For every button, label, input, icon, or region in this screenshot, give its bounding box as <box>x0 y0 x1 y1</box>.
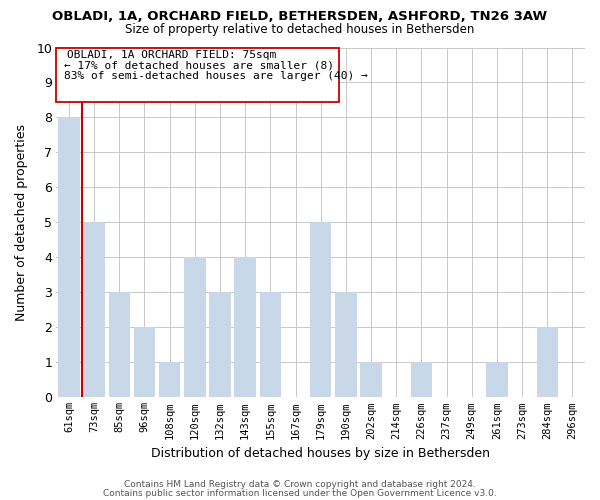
Bar <box>361 362 382 397</box>
Y-axis label: Number of detached properties: Number of detached properties <box>15 124 28 321</box>
Text: 83% of semi-detached houses are larger (40) →: 83% of semi-detached houses are larger (… <box>64 71 368 81</box>
Bar <box>209 292 230 397</box>
Text: OBLADI, 1A ORCHARD FIELD: 75sqm: OBLADI, 1A ORCHARD FIELD: 75sqm <box>67 50 276 60</box>
Bar <box>159 362 181 397</box>
Text: Contains public sector information licensed under the Open Government Licence v3: Contains public sector information licen… <box>103 488 497 498</box>
Bar <box>134 327 155 397</box>
Bar <box>536 327 558 397</box>
Text: Contains HM Land Registry data © Crown copyright and database right 2024.: Contains HM Land Registry data © Crown c… <box>124 480 476 489</box>
Bar <box>58 118 80 397</box>
Text: OBLADI, 1A, ORCHARD FIELD, BETHERSDEN, ASHFORD, TN26 3AW: OBLADI, 1A, ORCHARD FIELD, BETHERSDEN, A… <box>52 10 548 23</box>
Bar <box>486 362 508 397</box>
Bar <box>310 222 331 397</box>
Bar <box>83 222 105 397</box>
Bar <box>335 292 356 397</box>
X-axis label: Distribution of detached houses by size in Bethersden: Distribution of detached houses by size … <box>151 447 490 460</box>
Text: ← 17% of detached houses are smaller (8): ← 17% of detached houses are smaller (8) <box>64 60 334 70</box>
Text: Size of property relative to detached houses in Bethersden: Size of property relative to detached ho… <box>125 22 475 36</box>
Bar <box>260 292 281 397</box>
Bar <box>235 257 256 397</box>
Bar <box>410 362 432 397</box>
Bar <box>109 292 130 397</box>
FancyBboxPatch shape <box>56 48 339 102</box>
Bar <box>184 257 206 397</box>
